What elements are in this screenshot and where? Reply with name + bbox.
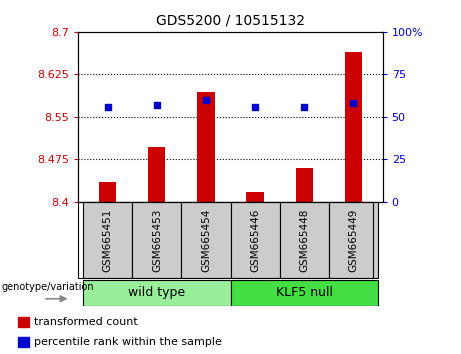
Bar: [18, 337, 29, 347]
Bar: [83, 202, 132, 278]
Text: transformed count: transformed count: [34, 318, 137, 327]
Bar: [83, 280, 230, 306]
Text: GSM665454: GSM665454: [201, 208, 211, 272]
Bar: [99, 182, 116, 202]
Bar: [132, 202, 182, 278]
Bar: [279, 202, 329, 278]
Point: [251, 104, 259, 109]
Bar: [247, 192, 264, 202]
Bar: [148, 147, 165, 202]
Text: genotype/variation: genotype/variation: [1, 282, 94, 292]
Text: wild type: wild type: [128, 286, 185, 299]
Bar: [329, 202, 378, 278]
Point: [104, 104, 112, 109]
Text: GSM665453: GSM665453: [152, 208, 162, 272]
Text: GSM665448: GSM665448: [299, 208, 309, 272]
Bar: [230, 280, 378, 306]
Text: GSM665446: GSM665446: [250, 208, 260, 272]
Bar: [296, 168, 313, 202]
Text: KLF5 null: KLF5 null: [276, 286, 332, 299]
Bar: [230, 202, 279, 278]
Point: [301, 104, 308, 109]
Bar: [182, 202, 230, 278]
Bar: [197, 92, 214, 202]
Point: [153, 102, 160, 108]
Text: GSM665449: GSM665449: [348, 208, 358, 272]
Text: GSM665451: GSM665451: [103, 208, 113, 272]
Text: percentile rank within the sample: percentile rank within the sample: [34, 337, 221, 347]
Point: [202, 97, 210, 103]
Title: GDS5200 / 10515132: GDS5200 / 10515132: [156, 14, 305, 28]
Bar: [18, 318, 29, 327]
Point: [349, 101, 357, 106]
Bar: [345, 52, 362, 202]
